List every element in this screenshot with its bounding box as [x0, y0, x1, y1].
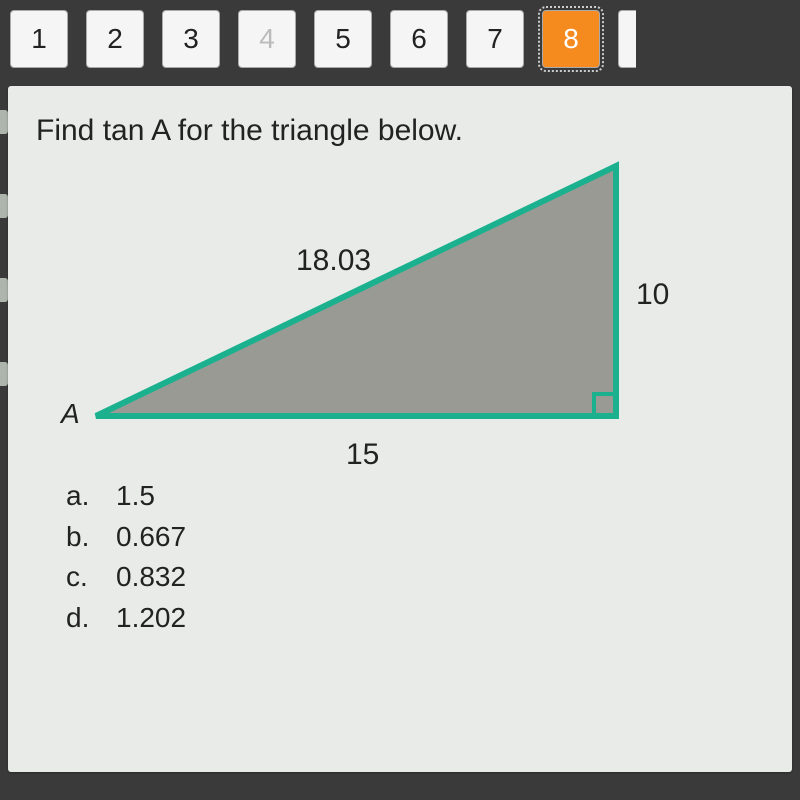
nav-q1[interactable]: 1 — [10, 10, 68, 68]
side-marker — [0, 362, 8, 386]
nav-q7[interactable]: 7 — [466, 10, 524, 68]
nav-q2[interactable]: 2 — [86, 10, 144, 68]
answer-a[interactable]: a. 1.5 — [66, 476, 764, 517]
hypotenuse-label: 18.03 — [296, 244, 371, 278]
question-panel: Find tan A for the triangle below. A 18.… — [8, 86, 792, 772]
nav-q6[interactable]: 6 — [390, 10, 448, 68]
nav-q5[interactable]: 5 — [314, 10, 372, 68]
side-marker — [0, 110, 8, 134]
adjacent-label: 15 — [346, 438, 379, 472]
triangle-svg — [56, 156, 676, 446]
answer-value: 0.832 — [116, 557, 186, 598]
answer-c[interactable]: c. 0.832 — [66, 557, 764, 598]
nav-partial-next[interactable] — [618, 10, 636, 68]
side-markers — [0, 110, 8, 386]
answer-b[interactable]: b. 0.667 — [66, 517, 764, 558]
opposite-label: 10 — [636, 278, 669, 312]
question-nav: 1 2 3 4 5 6 7 8 — [0, 0, 800, 86]
question-prompt: Find tan A for the triangle below. — [36, 114, 764, 148]
answer-letter: d. — [66, 598, 92, 639]
nav-q4[interactable]: 4 — [238, 10, 296, 68]
answer-value: 1.5 — [116, 476, 155, 517]
answer-letter: a. — [66, 476, 92, 517]
side-marker — [0, 194, 8, 218]
answer-letter: b. — [66, 517, 92, 558]
answer-letter: c. — [66, 557, 92, 598]
answer-choices: a. 1.5 b. 0.667 c. 0.832 d. 1.202 — [66, 476, 764, 638]
nav-q8[interactable]: 8 — [542, 10, 600, 68]
nav-q3[interactable]: 3 — [162, 10, 220, 68]
answer-value: 0.667 — [116, 517, 186, 558]
triangle-figure: A 18.03 10 15 — [56, 156, 676, 466]
side-marker — [0, 278, 8, 302]
vertex-a-label: A — [61, 398, 80, 430]
answer-d[interactable]: d. 1.202 — [66, 598, 764, 639]
answer-value: 1.202 — [116, 598, 186, 639]
